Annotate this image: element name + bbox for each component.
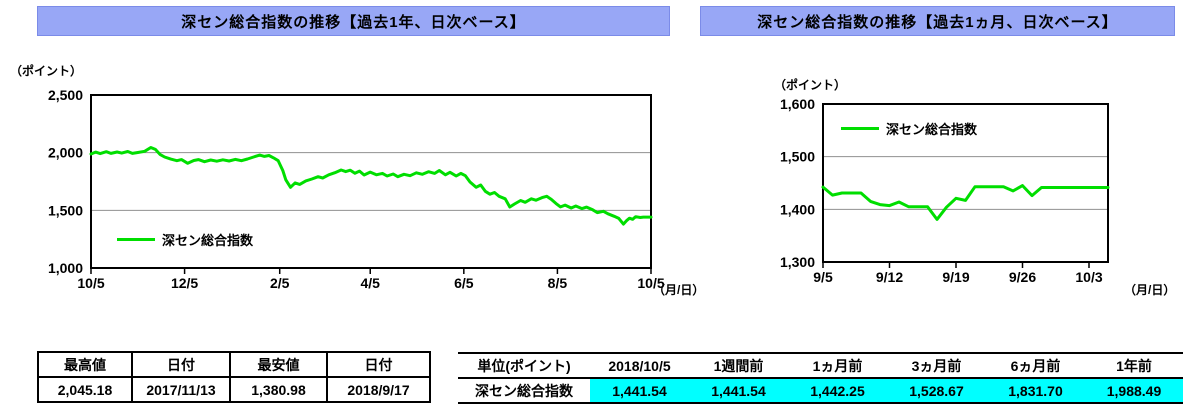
header-min-date: 日付 <box>326 351 431 378</box>
index-line-series <box>821 184 1110 221</box>
header-1year-ago: 1年前 <box>1116 357 1152 374</box>
legend-label: 深セン総合指数 <box>886 122 978 137</box>
plot-frame <box>822 103 1109 263</box>
y-tick-label: 2,500 <box>48 87 83 103</box>
x-tick-label: 9/19 <box>942 269 969 285</box>
index-line-series <box>89 146 653 226</box>
x-axis-unit-label-year: （月/日） <box>653 283 705 297</box>
x-tick-label: 6/5 <box>454 275 474 291</box>
x-tick-label: 10/3 <box>1075 269 1102 285</box>
history-header-row: 単位(ポイント) 2018/10/5 1週間前 1ヵ月前 3ヵ月前 6ヵ月前 1… <box>458 353 1183 378</box>
legend-label: 深セン総合指数 <box>162 233 254 248</box>
min-date: 2018/9/17 <box>326 376 431 403</box>
x-tick-label: 10/5 <box>77 275 104 291</box>
plot-frame <box>90 94 652 269</box>
y-tick-label: 1,000 <box>48 260 83 276</box>
value-1month-ago: 1,442.25 <box>788 378 887 403</box>
y-axis-unit-label-year: （ポイント） <box>10 64 83 78</box>
x-tick-label: 2/5 <box>270 275 290 291</box>
y-axis-unit-label-month: （ポイント） <box>774 78 847 92</box>
y-tick-label: 1,500 <box>48 202 83 218</box>
extremes-table: 最高値 日付 最安値 日付 2,045.18 2017/11/13 1,380.… <box>37 351 431 403</box>
line-chart-month: 9/5 9/12 9/19 9/26 10/3 1,600 1,500 1,400 1,300 <box>780 96 1110 285</box>
y-tick-label: 1,400 <box>780 201 815 217</box>
legend-line-swatch <box>117 238 155 241</box>
x-tick-label: 10/5 <box>637 275 664 291</box>
line-chart-year: 10/5 12/5 2/5 4/5 6/5 8/5 10/5 2,500 2,000 1,500 1… <box>48 87 665 291</box>
header-max-date: 日付 <box>131 351 231 378</box>
y-tick-label: 2,000 <box>48 145 83 161</box>
header-latest-date: 2018/10/5 <box>608 357 671 374</box>
y-tick-label: 1,600 <box>780 96 815 112</box>
x-tick-label: 9/12 <box>876 269 903 285</box>
value-1year-ago: 1,988.49 <box>1085 378 1183 403</box>
x-tick-label: 4/5 <box>360 275 380 291</box>
header-3month-ago: 3ヵ月前 <box>911 357 962 374</box>
history-value-row: 深セン総合指数 1,441.54 1,441.54 1,442.25 1,528… <box>458 378 1183 403</box>
x-tick-label: 12/5 <box>171 275 198 291</box>
extremes-header-row: 最高値 日付 最安値 日付 <box>37 351 431 378</box>
chart-title-month: 深セン総合指数の推移【過去1ヵ月、日次ベース】 <box>700 6 1175 36</box>
x-axis-unit-label-month: （月/日） <box>1124 283 1176 297</box>
legend-year: 深セン総合指数 <box>117 230 253 249</box>
value-latest: 1,441.54 <box>590 378 689 403</box>
x-tick-label: 8/5 <box>548 275 568 291</box>
value-6month-ago: 1,831.70 <box>986 378 1085 403</box>
header-1month-ago: 1ヵ月前 <box>812 357 863 374</box>
y-tick-label: 1,300 <box>780 254 815 270</box>
y-tick-label: 1,500 <box>780 149 815 165</box>
index-row-label: 深セン総合指数 <box>475 382 573 399</box>
legend-line-swatch <box>841 127 879 130</box>
x-tick-label: 9/26 <box>1009 269 1036 285</box>
max-date: 2017/11/13 <box>131 376 231 403</box>
value-1week-ago: 1,441.54 <box>689 378 788 403</box>
chart-title-year: 深セン総合指数の推移【過去1年、日次ベース】 <box>37 6 670 36</box>
min-value: 1,380.98 <box>229 376 328 403</box>
header-unit: 単位(ポイント) <box>477 357 571 374</box>
header-min: 最安値 <box>229 351 328 378</box>
max-value: 2,045.18 <box>37 376 133 403</box>
x-tick-label: 9/5 <box>813 269 833 285</box>
value-3month-ago: 1,528.67 <box>887 378 986 403</box>
extremes-value-row: 2,045.18 2017/11/13 1,380.98 2018/9/17 <box>37 376 431 403</box>
header-1week-ago: 1週間前 <box>713 357 764 374</box>
legend-month: 深セン総合指数 <box>841 119 977 138</box>
header-6month-ago: 6ヵ月前 <box>1010 357 1061 374</box>
header-max: 最高値 <box>37 351 133 378</box>
history-table: 単位(ポイント) 2018/10/5 1週間前 1ヵ月前 3ヵ月前 6ヵ月前 1… <box>458 352 1183 404</box>
